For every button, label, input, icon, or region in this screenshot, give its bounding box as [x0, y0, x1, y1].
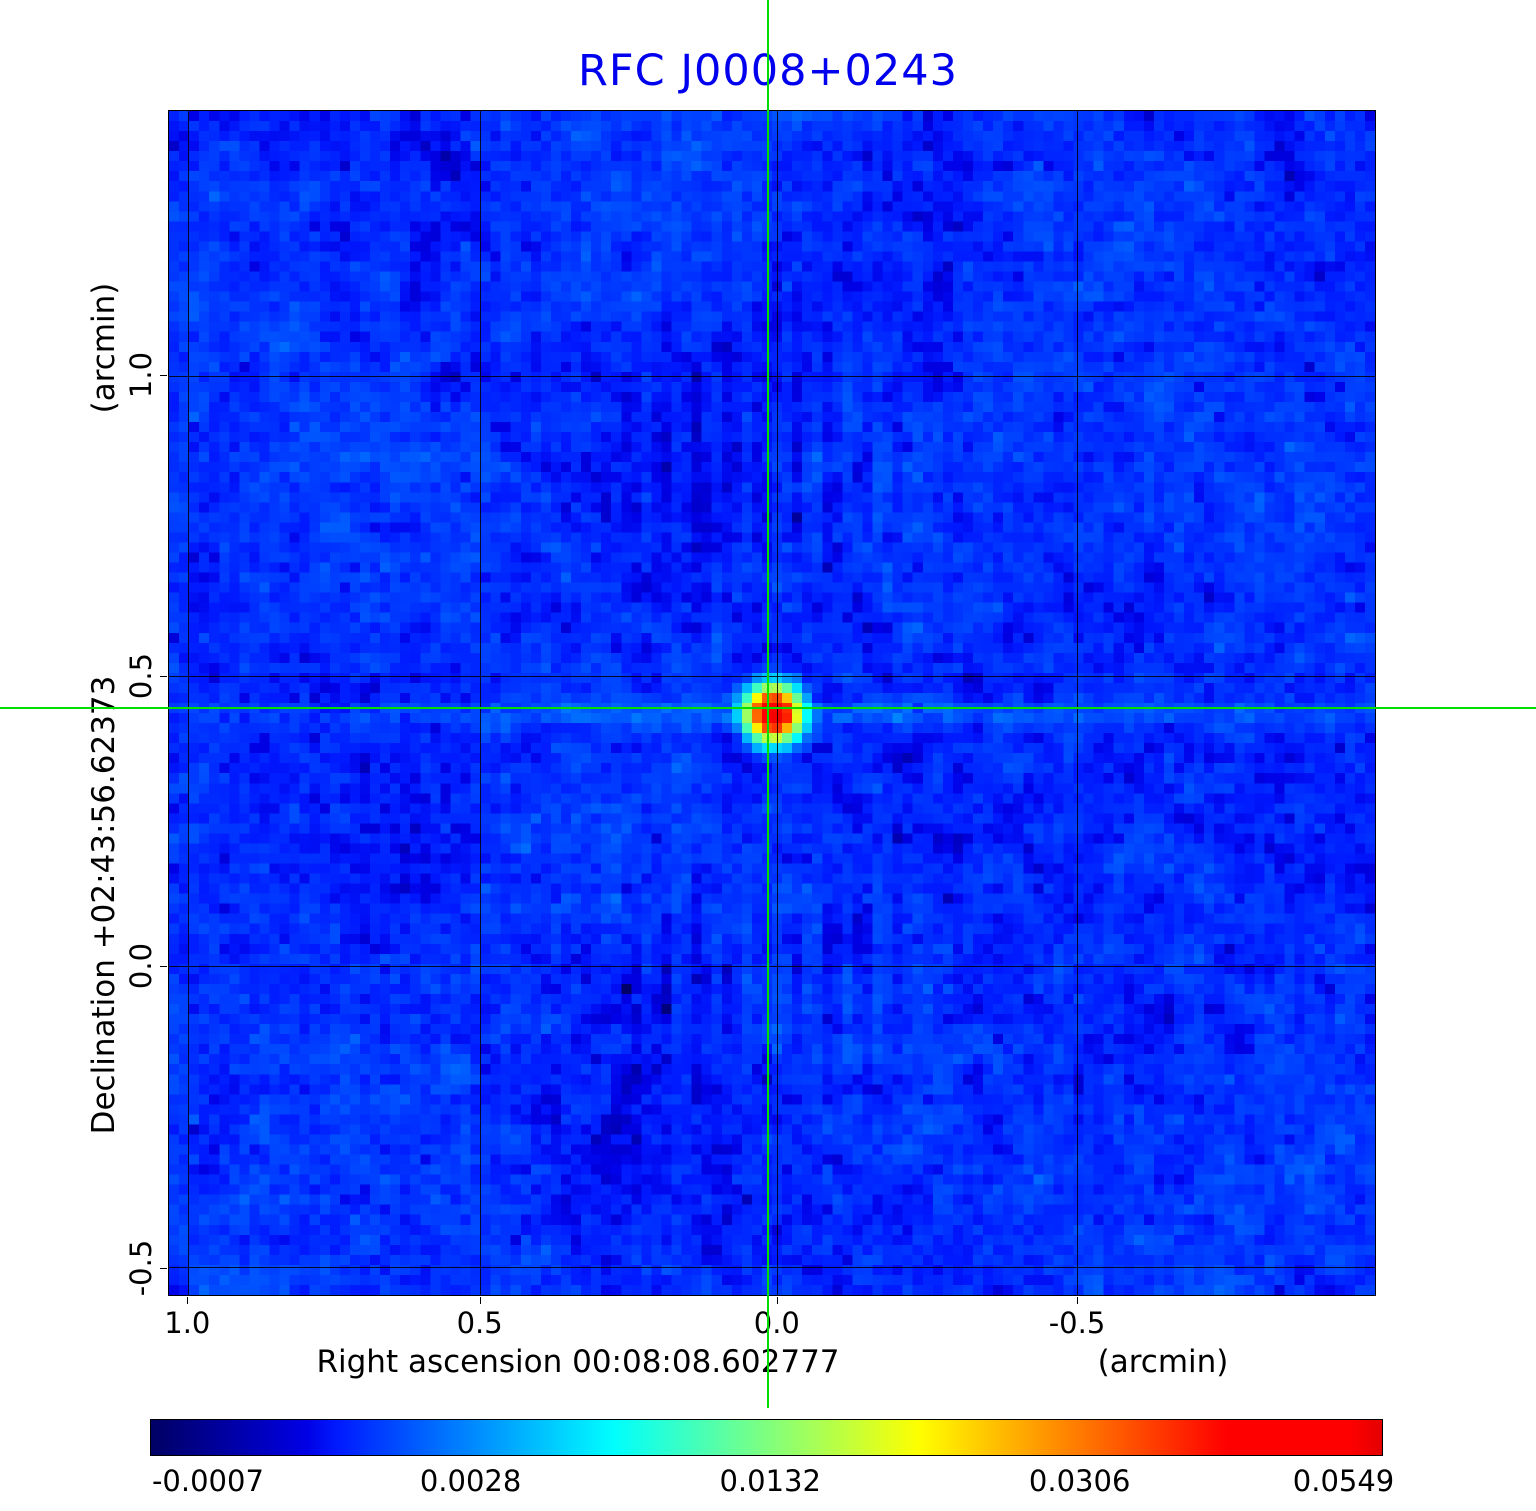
sky-map-plot: [168, 110, 1376, 1296]
x-tick-label: 0.5: [456, 1306, 503, 1340]
colorbar-tick-label: 0.0028: [419, 1464, 522, 1498]
grid-line-horizontal: [169, 965, 1375, 967]
radio-map-canvas: [169, 111, 1375, 1295]
crosshair-vertical-line: [767, 0, 770, 1408]
grid-line-horizontal: [169, 1266, 1375, 1268]
colorbar-tick-label: 0.0132: [719, 1464, 821, 1498]
colorbar-tick-label: -0.0007: [151, 1464, 264, 1498]
y-tick-mark: [160, 374, 167, 376]
x-axis-label: Right ascension 00:08:08.602777: [316, 1344, 840, 1380]
colorbar-canvas: [151, 1420, 1382, 1455]
y-tick-label: 1.0: [124, 351, 158, 398]
grid-line-vertical: [776, 111, 778, 1295]
grid-line-vertical: [188, 111, 190, 1295]
y-axis-label: Declination +02:43:56.62373: [86, 675, 122, 1135]
x-axis-unit-label: (arcmin): [1097, 1344, 1229, 1380]
x-tick-label: 0.0: [753, 1306, 800, 1340]
crosshair-horizontal-line: [0, 707, 1536, 710]
x-tick-mark: [187, 1297, 189, 1304]
y-tick-mark: [160, 966, 167, 968]
x-tick-mark: [1077, 1297, 1079, 1304]
y-tick-label: 0.5: [124, 652, 158, 699]
colorbar: [150, 1419, 1383, 1456]
x-tick-mark: [776, 1297, 778, 1304]
y-axis-unit-label: (arcmin): [86, 282, 122, 414]
x-tick-label: 1.0: [164, 1306, 211, 1340]
y-tick-label: 0.0: [124, 942, 158, 990]
grid-line-vertical: [480, 111, 482, 1295]
grid-line-horizontal: [169, 675, 1375, 677]
y-tick-mark: [160, 1267, 167, 1269]
x-tick-mark: [479, 1297, 481, 1304]
grid-line-horizontal: [169, 375, 1375, 377]
grid-line-vertical: [1076, 111, 1078, 1295]
x-tick-label: -0.5: [1048, 1306, 1106, 1340]
y-tick-mark: [160, 675, 167, 677]
colorbar-tick-label: 0.0549: [1292, 1464, 1395, 1498]
colorbar-tick-label: 0.0306: [1028, 1464, 1131, 1498]
y-tick-label: -0.5: [124, 1239, 158, 1296]
